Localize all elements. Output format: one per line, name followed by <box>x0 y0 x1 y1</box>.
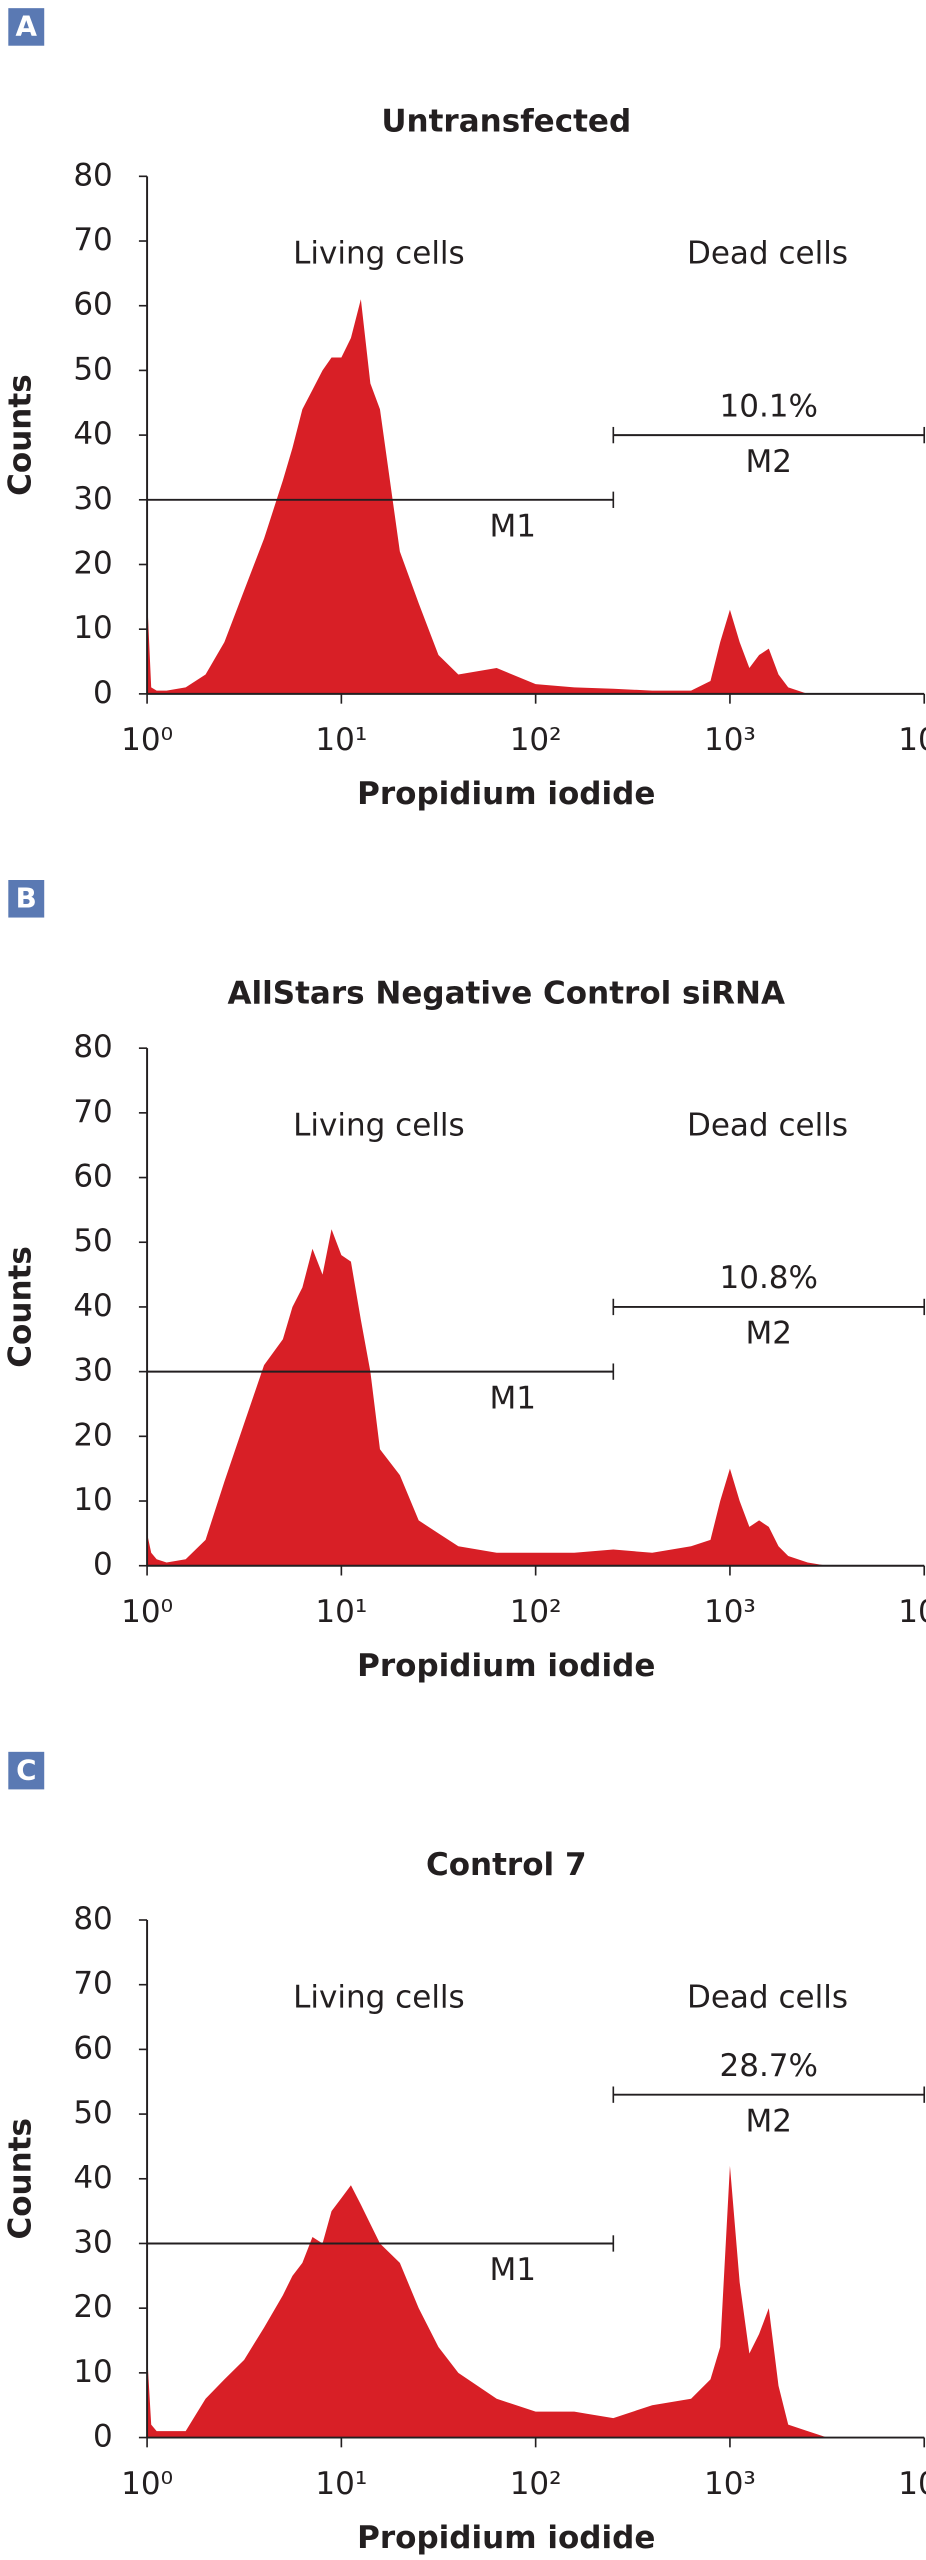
chart-title: Control 7 <box>426 1847 587 1883</box>
x-tick-label: 10¹ <box>315 722 367 758</box>
x-tick-label: 10² <box>510 722 562 758</box>
x-tick-label: 10⁰ <box>121 2466 173 2502</box>
y-axis-label: Counts <box>2 2118 38 2240</box>
histogram-area <box>147 299 925 694</box>
y-tick-label: 60 <box>73 287 112 323</box>
y-tick-label: 40 <box>73 2160 112 2196</box>
x-axis-label: Propidium iodide <box>357 2520 655 2556</box>
gate-name: M2 <box>746 444 792 480</box>
y-tick-label: 0 <box>93 675 113 711</box>
y-tick-label: 0 <box>93 2419 113 2455</box>
y-tick-label: 10 <box>73 2354 112 2390</box>
y-tick-label: 50 <box>73 2095 112 2131</box>
y-tick-label: 50 <box>73 1223 112 1259</box>
chart-title: AllStars Negative Control siRNA <box>228 975 786 1011</box>
y-tick-label: 30 <box>73 481 112 517</box>
x-tick-label: 10² <box>510 2466 562 2502</box>
panel-badge <box>8 880 45 918</box>
y-tick-label: 50 <box>73 351 112 387</box>
panel-badge <box>8 1751 45 1790</box>
gate-name: M1 <box>490 1380 537 1416</box>
gate-percent: 28.7% <box>719 2048 818 2084</box>
gate-name: M2 <box>746 2103 792 2139</box>
x-tick-label: 10⁰ <box>121 722 173 758</box>
y-axis-label: Counts <box>2 1246 38 1368</box>
x-tick-label: 10¹ <box>315 2466 367 2502</box>
annotation: Dead cells <box>687 236 848 272</box>
y-tick-label: 0 <box>93 1547 113 1583</box>
x-tick-label: 10³ <box>704 2466 756 2502</box>
y-tick-label: 20 <box>73 545 112 581</box>
gate-name: M2 <box>746 1316 792 1352</box>
panel-badge <box>8 8 45 46</box>
y-tick-label: 80 <box>73 1029 112 1065</box>
histogram-area <box>147 1229 925 1566</box>
annotation: Living cells <box>293 1979 465 2015</box>
y-tick-label: 80 <box>73 1901 112 1937</box>
annotation: Living cells <box>293 236 465 272</box>
y-tick-label: 70 <box>73 1094 112 1130</box>
y-tick-label: 20 <box>73 2289 112 2325</box>
x-axis-label: Propidium iodide <box>357 776 655 812</box>
y-tick-label: 70 <box>73 1966 112 2002</box>
y-tick-label: 70 <box>73 222 112 258</box>
x-tick-label: 10¹ <box>315 1594 367 1630</box>
histogram-area <box>147 2165 925 2438</box>
annotation: Living cells <box>293 1108 465 1144</box>
x-tick-label: 10⁴ <box>898 2466 926 2502</box>
x-tick-label: 10⁴ <box>898 722 926 758</box>
gate-percent: 10.8% <box>719 1260 818 1296</box>
y-tick-label: 20 <box>73 1417 112 1453</box>
y-axis-label: Counts <box>2 374 38 496</box>
gate-name: M1 <box>490 509 537 545</box>
x-tick-label: 10³ <box>704 1594 756 1630</box>
annotation: Dead cells <box>687 1979 848 2015</box>
gate-percent: 10.1% <box>719 388 818 424</box>
chart-title: Untransfected <box>381 103 631 139</box>
y-tick-label: 10 <box>73 610 112 646</box>
y-tick-label: 60 <box>73 1159 112 1195</box>
y-tick-label: 40 <box>73 1288 112 1324</box>
y-tick-label: 40 <box>73 416 112 452</box>
y-tick-label: 60 <box>73 2030 112 2066</box>
y-tick-label: 30 <box>73 1353 112 1389</box>
annotation: Dead cells <box>687 1108 848 1144</box>
panel-label: A <box>16 10 38 43</box>
gate-name: M1 <box>490 2252 537 2288</box>
x-axis-label: Propidium iodide <box>357 1648 655 1684</box>
x-tick-label: 10⁴ <box>898 1594 926 1630</box>
x-tick-label: 10³ <box>704 722 756 758</box>
panel-label: B <box>16 882 37 915</box>
y-tick-label: 10 <box>73 1482 112 1518</box>
y-tick-label: 30 <box>73 2224 112 2260</box>
panel-label: C <box>16 1753 36 1786</box>
x-tick-label: 10⁰ <box>121 1594 173 1630</box>
x-tick-label: 10² <box>510 1594 562 1630</box>
y-tick-label: 80 <box>73 157 112 193</box>
